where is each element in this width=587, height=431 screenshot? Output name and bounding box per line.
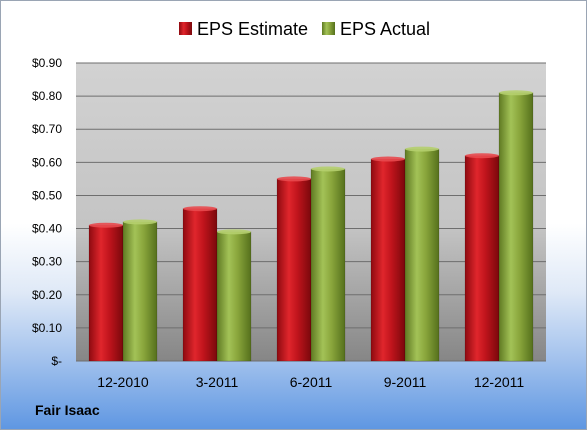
bar-top-highlight (499, 90, 533, 96)
axes: $- $0.10 $0.20 $0.30 $0.40 $0.50 $0.60 $0.70 $0.… (32, 56, 524, 390)
bar-eps-estimate (276, 178, 312, 362)
bar-top-highlight (89, 222, 123, 228)
legend-label: EPS Estimate (197, 19, 308, 39)
x-tick-label: 12-2011 (474, 374, 525, 390)
bar-top-highlight (371, 156, 405, 162)
bar-eps-actual (216, 231, 252, 362)
legend-label: EPS Actual (340, 19, 430, 39)
bar-top-highlight (277, 176, 311, 182)
y-tick-label: $0.70 (32, 122, 62, 136)
bar-top-highlight (183, 206, 217, 212)
y-tick-label: $0.20 (32, 288, 62, 302)
bar-eps-estimate (370, 158, 406, 362)
bar-top-highlight (123, 219, 157, 225)
bar-top-highlight (217, 229, 251, 235)
x-tick-label: 6-2011 (290, 374, 333, 390)
bar-eps-actual (310, 168, 346, 362)
bar-eps-estimate (464, 155, 500, 362)
y-tick-label: $0.60 (32, 155, 62, 169)
y-tick-label: $0.80 (32, 89, 62, 103)
legend-swatch (179, 22, 192, 35)
x-tick-label: 12-2010 (97, 374, 149, 390)
bar-eps-estimate (88, 224, 124, 362)
y-tick-label: $0.10 (32, 321, 62, 335)
bar-top-highlight (465, 153, 499, 159)
y-tick-label: $0.50 (32, 188, 62, 202)
legend: EPS Estimate EPS Actual (179, 19, 430, 39)
x-tick-label: 9-2011 (384, 374, 427, 390)
bar-eps-actual (498, 92, 534, 362)
bars (88, 90, 534, 362)
bar-top-highlight (311, 166, 345, 172)
bar-eps-actual (122, 221, 158, 362)
bar-eps-actual (404, 148, 440, 362)
bar-top-highlight (405, 146, 439, 152)
y-tick-label: $0.30 (32, 255, 62, 269)
y-tick-label: $0.90 (32, 56, 62, 70)
company-name: Fair Isaac (35, 402, 100, 418)
x-tick-label: 3-2011 (196, 374, 239, 390)
y-tick-label: $- (51, 354, 62, 368)
bar-eps-estimate (182, 208, 218, 362)
y-tick-label: $0.40 (32, 222, 62, 236)
legend-swatch (322, 22, 335, 35)
